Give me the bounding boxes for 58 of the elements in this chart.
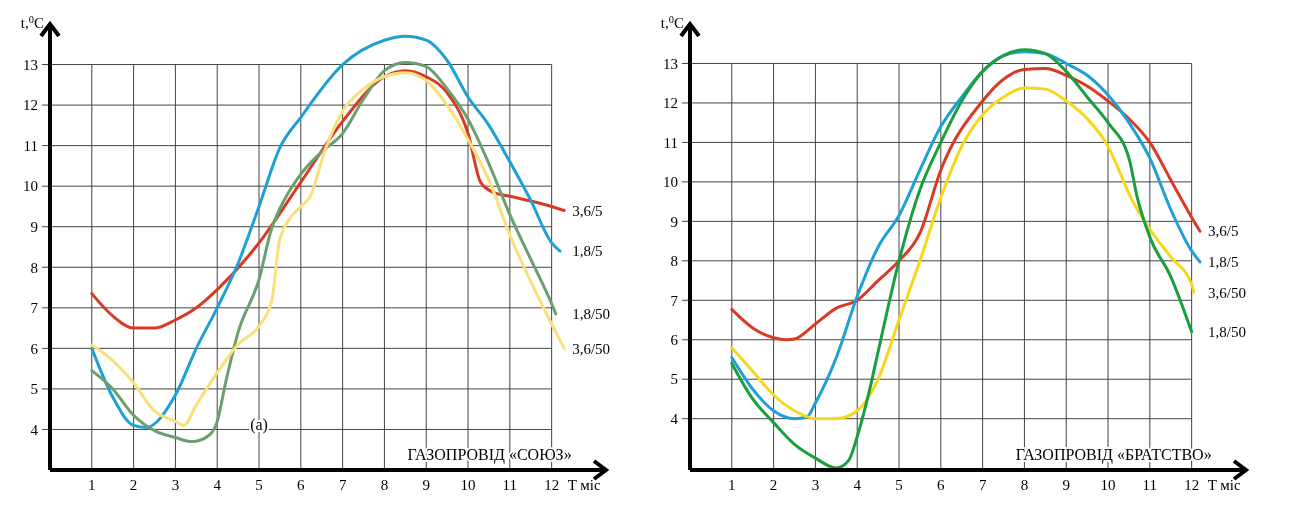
y-tick-label: 10 (663, 174, 678, 191)
series-label: 1,8/5 (1208, 254, 1239, 271)
x-tick-label: 3 (811, 477, 820, 493)
y-tick-label: 10 (23, 178, 38, 195)
x-tick-label: 3 (171, 477, 180, 493)
x-tick-label: 4 (853, 477, 862, 493)
x-tick-label: 11 (1142, 477, 1158, 493)
y-tick-label: 13 (663, 55, 678, 72)
y-axis-title: t,$^{0}$C (20, 13, 44, 31)
x-tick-label: 5 (255, 477, 263, 493)
x-tick-label: 8 (380, 477, 389, 493)
x-axis-title: T міс (567, 477, 601, 493)
annotation: (a) (250, 416, 268, 434)
series-label: 3,6/5 (1208, 223, 1239, 240)
y-tick-label: 8 (30, 259, 38, 276)
x-tick-label: 11 (502, 477, 518, 493)
series-label: 1,8/50 (572, 306, 611, 323)
x-tick-label: 9 (422, 477, 430, 493)
y-tick-label: 8 (670, 253, 678, 270)
y-tick-label: 5 (670, 371, 678, 388)
series-label: 3,6/50 (1208, 284, 1246, 301)
y-tick-label: 11 (663, 134, 678, 151)
y-tick-label: 7 (670, 292, 679, 309)
x-tick-label: 2 (769, 477, 778, 493)
x-tick-label: 12 (544, 477, 560, 493)
x-tick-label: 1 (88, 477, 96, 493)
y-tick-label: 5 (30, 381, 38, 398)
x-tick-label: 10 (1100, 477, 1116, 493)
y-tick-label: 9 (30, 218, 38, 235)
x-tick-label: 4 (213, 477, 222, 493)
y-tick-label: 6 (30, 340, 39, 357)
y-tick-label: 4 (670, 410, 679, 427)
y-tick-label: 13 (23, 56, 38, 73)
x-tick-label: 12 (1184, 477, 1200, 493)
y-tick-label: 12 (663, 95, 678, 112)
y-tick-label: 7 (30, 300, 39, 317)
series-label: 3,6/50 (572, 340, 611, 357)
y-tick-label: 4 (30, 421, 39, 438)
x-tick-label: 2 (129, 477, 138, 493)
x-tick-label: 5 (895, 477, 903, 493)
y-tick-label: 11 (23, 137, 38, 154)
series-label: 3,6/5 (572, 202, 603, 219)
x-tick-label: 8 (1020, 477, 1029, 493)
series-label: 1,8/50 (1208, 324, 1246, 341)
series-label: 1,8/5 (572, 243, 603, 260)
y-tick-label: 9 (670, 213, 678, 230)
x-tick-label: 6 (297, 477, 306, 493)
y-tick-label: 6 (670, 332, 679, 348)
y-tick-label: 12 (23, 97, 38, 114)
x-tick-label: 6 (937, 477, 946, 493)
x-tick-label: 10 (460, 477, 476, 493)
y-axis-title: t,$^{0}$C (660, 13, 684, 31)
x-tick-label: 7 (978, 477, 987, 493)
x-tick-label: 9 (1062, 477, 1070, 493)
x-tick-label: 1 (728, 477, 736, 493)
line-series (730, 67, 1202, 342)
x-tick-label: 7 (338, 477, 347, 493)
x-axis-title: T міс (1207, 477, 1241, 493)
